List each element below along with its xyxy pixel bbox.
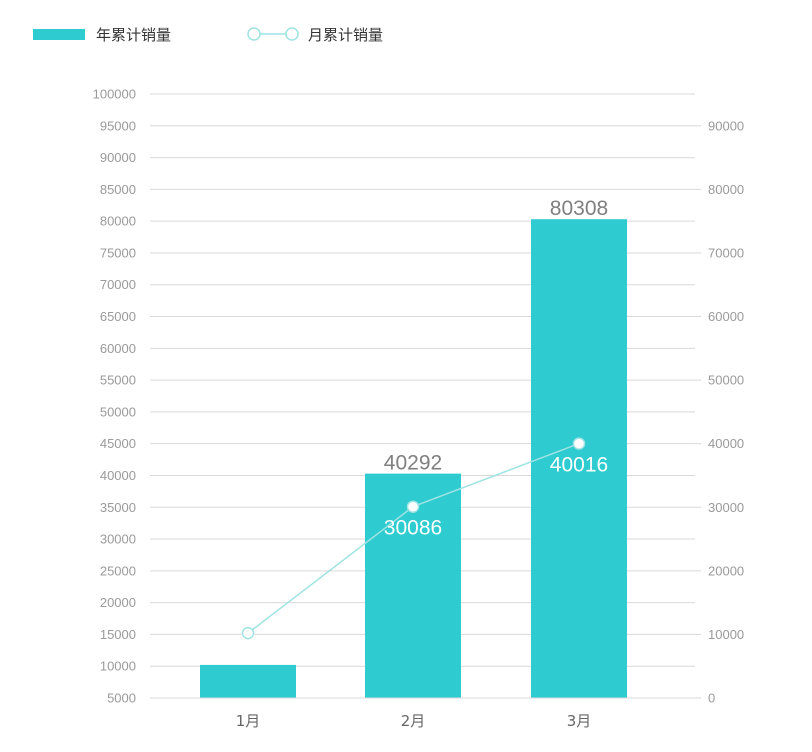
line-value-label: 30086 [384,517,442,540]
line-point [572,437,586,450]
left-tick-label: 60000 [100,341,136,356]
left-tick-label: 45000 [100,436,136,451]
right-tick-label: 10000 [708,627,744,642]
right-tick-label: 60000 [708,309,744,324]
left-tick-label: 65000 [100,309,136,324]
line-point [406,500,420,513]
left-tick-label: 20000 [100,595,136,610]
legend: 年累计销量 月累计销量 [33,26,383,44]
left-tick-label: 85000 [100,182,136,197]
right-tick-label: 80000 [708,182,744,197]
left-tick-label: 100000 [93,87,136,102]
bar-value-label: 40292 [384,452,442,475]
left-tick-label: 40000 [100,468,136,483]
right-tick-label: 0 [708,691,715,706]
left-tick-label: 5000 [107,691,136,706]
right-tick-label: 90000 [708,118,744,133]
legend-bar-label: 年累计销量 [96,26,171,44]
legend-line-label: 月累计销量 [308,26,383,44]
line-value-label: 10206 [219,643,277,666]
left-tick-label: 15000 [100,627,136,642]
x-tick-label: 2月 [401,712,426,730]
x-tick-label: 3月 [567,712,592,730]
right-y-axis: 0 10000 20000 30000 40000 50000 60000 70000 8000… [695,118,744,706]
line-point [241,626,255,640]
left-tick-label: 50000 [100,404,136,419]
legend-bar-swatch [33,29,85,40]
x-tick-label: 1月 [236,712,261,730]
legend-line-swatch [247,27,299,41]
line-series: 10206 30086 40016 [219,437,608,666]
right-tick-label: 50000 [708,373,744,388]
bar-value-label: 80308 [550,197,608,220]
left-tick-label: 80000 [100,214,136,229]
left-tick-label: 90000 [100,150,136,165]
right-tick-label: 40000 [708,436,744,451]
left-tick-label: 10000 [100,659,136,674]
left-tick-label: 30000 [100,532,136,547]
left-tick-label: 35000 [100,500,136,515]
right-tick-label: 30000 [708,500,744,515]
bar [531,219,627,699]
left-tick-label: 95000 [100,118,136,133]
bar [200,664,296,698]
left-tick-label: 55000 [100,373,136,388]
right-tick-label: 70000 [708,245,744,260]
x-axis: 1月 2月 3月 [150,697,695,730]
bar-series: 40292 80308 [200,197,627,699]
left-tick-label: 70000 [100,277,136,292]
left-y-axis: 5000 10000 15000 20000 25000 30000 35000 40000 4… [93,87,136,706]
line-value-label: 40016 [550,454,608,477]
right-tick-label: 20000 [708,563,744,578]
left-tick-label: 75000 [100,245,136,260]
left-tick-label: 25000 [100,563,136,578]
